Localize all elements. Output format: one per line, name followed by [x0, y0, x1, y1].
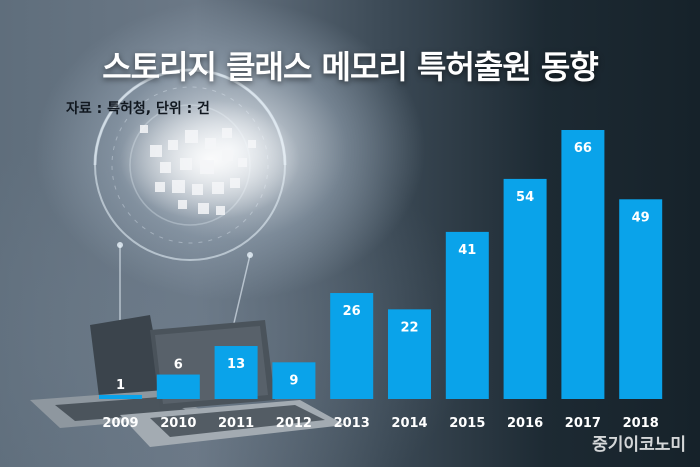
- data-label-2016: 54: [516, 190, 534, 205]
- bar-2011: [214, 346, 258, 399]
- data-label-2017: 66: [574, 141, 592, 156]
- data-label-2010: 6: [174, 358, 183, 373]
- data-label-2015: 41: [458, 243, 476, 258]
- data-label-2009: 1: [116, 378, 125, 393]
- floating-data-cubes: [140, 125, 256, 215]
- bar-2016: [503, 178, 547, 399]
- x-tick-2017: 2017: [565, 416, 601, 431]
- publisher-watermark: 중기이코노미: [592, 435, 686, 455]
- data-label-2011: 13: [227, 357, 245, 372]
- x-tick-2011: 2011: [218, 416, 254, 431]
- x-tick-2009: 2009: [102, 416, 138, 431]
- x-tick-2014: 2014: [391, 416, 427, 431]
- bar-2012: [272, 362, 316, 399]
- bar-2013: [330, 293, 374, 399]
- chart-title: 스토리지 클래스 메모리 특허출원 동향: [102, 48, 599, 86]
- x-tick-2018: 2018: [623, 416, 659, 431]
- x-tick-2010: 2010: [160, 416, 196, 431]
- x-tick-2012: 2012: [276, 416, 312, 431]
- bar-2017: [561, 130, 605, 399]
- data-label-2013: 26: [343, 304, 361, 319]
- x-tick-2016: 2016: [507, 416, 543, 431]
- data-label-2012: 9: [289, 373, 298, 388]
- bar-2010: [156, 374, 200, 399]
- bar-2009: [99, 394, 142, 399]
- bar-2018: [619, 199, 663, 399]
- x-tick-2013: 2013: [334, 416, 370, 431]
- bar-2015: [445, 231, 489, 399]
- data-label-2018: 49: [632, 210, 650, 225]
- bar-2014: [388, 309, 431, 399]
- source-note: 자료 : 특허청, 단위 : 건: [66, 101, 210, 117]
- data-label-2014: 22: [400, 320, 418, 335]
- x-tick-2015: 2015: [449, 416, 485, 431]
